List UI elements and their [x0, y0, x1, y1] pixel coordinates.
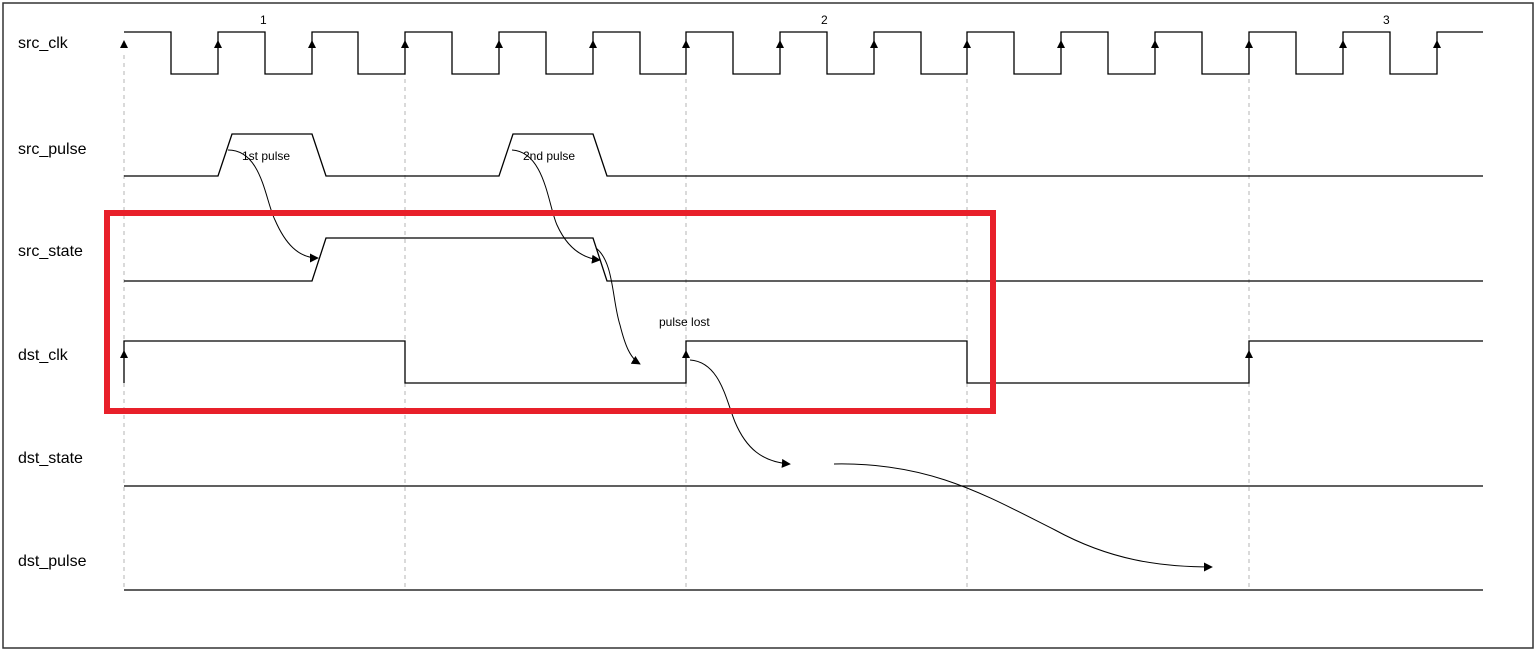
signal-label-dst-pulse: dst_pulse	[18, 553, 87, 570]
cycle-marker-2: 2	[821, 13, 828, 27]
signal-label-dst-state: dst_state	[18, 450, 83, 467]
guide-lines	[123, 55, 1250, 590]
waveform-src-pulse	[124, 133, 1483, 177]
cycle-marker-3: 3	[1383, 13, 1390, 27]
label-2nd-pulse: 2nd pulse	[523, 149, 575, 163]
dst-clk-edge-arrows	[120, 350, 1253, 358]
waveform-src-state	[124, 237, 1483, 282]
signal-label-src-pulse: src_pulse	[18, 141, 87, 158]
causality-arrows	[227, 149, 1213, 572]
src-clk-edge-arrows	[120, 40, 1441, 48]
signal-label-src-state: src_state	[18, 243, 83, 260]
signal-label-src-clk: src_clk	[18, 35, 69, 52]
label-1st-pulse: 1st pulse	[242, 149, 290, 163]
label-pulse-lost: pulse lost	[659, 315, 710, 329]
waveform-src-clk	[124, 31, 1483, 75]
signal-label-dst-clk: dst_clk	[18, 347, 69, 364]
highlight-box	[104, 210, 996, 414]
cycle-marker-1: 1	[260, 13, 267, 27]
waveform-dst-clk	[123, 340, 1483, 384]
